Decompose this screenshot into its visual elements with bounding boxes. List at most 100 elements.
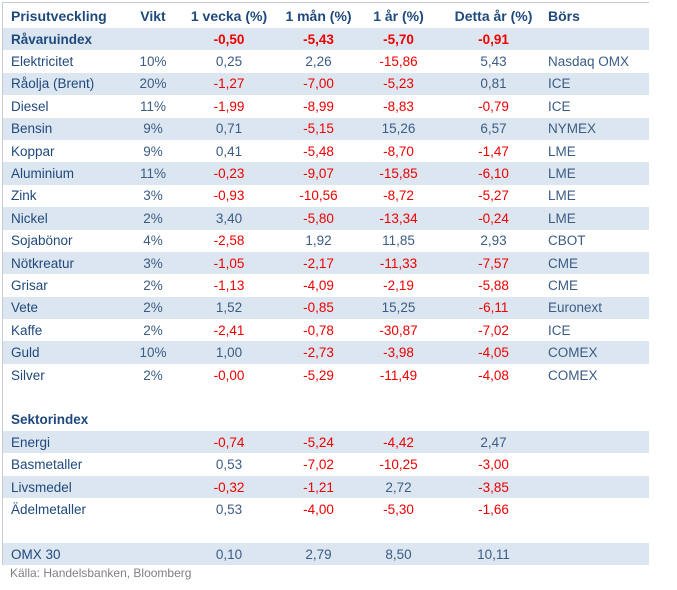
cell-value: 15,25 [381,300,416,316]
cell-value: -1,05 [213,255,245,271]
cell-value: -8,72 [383,188,414,204]
cell-value: -0,78 [303,322,334,338]
cell-value: 8,50 [385,546,412,562]
cell-weight: 9% [143,121,163,137]
cell-value: -0,79 [478,98,509,114]
table-row: Aluminium 11% -0,23 -9,07 -15,85 -6,10 LME [3,162,649,185]
row-label: Diesel [11,98,49,114]
table-row: OMX 30 0,10 2,79 8,50 10,11 [3,542,649,566]
spacer-row [3,521,649,543]
cell-value: -15,86 [379,54,418,70]
row-label: Livsmedel [11,479,72,495]
cell-value: 10,11 [477,546,510,562]
cell-value: -1,21 [303,479,334,495]
row-label: Energi [11,434,51,450]
cell-value: -5,30 [383,501,414,517]
cell-value: -5,80 [303,210,334,226]
cell-value: -5,70 [383,31,414,47]
row-label: OMX 30 [11,546,61,562]
cell-value: -1,13 [213,277,245,293]
cell-value: -3,85 [478,479,509,495]
row-label: Vete [11,300,39,316]
column-header-detta-ar: Detta år (%) [454,7,533,24]
row-label: Zink [11,188,37,204]
table-row: Råvaruindex -0,50 -5,43 -5,70 -0,91 [3,28,649,51]
cell-value: -4,00 [303,501,334,517]
cell-value: 0,81 [480,76,507,92]
row-label: Råolja (Brent) [11,76,95,92]
cell-value: -3,00 [478,457,509,473]
cell-value: -4,08 [478,367,509,383]
cell-value: -2,19 [383,277,414,293]
cell-value: -1,27 [213,76,245,92]
cell-value: -3,98 [383,345,414,361]
row-label: Basmetaller [11,457,83,473]
column-header-1-vecka: 1 vecka (%) [190,7,268,24]
cell-value: -7,00 [303,76,334,92]
cell-value: -7,02 [303,457,334,473]
row-label: Grisar [11,277,48,293]
cell-value: -5,27 [478,188,509,204]
cell-value: -8,70 [383,143,414,159]
cell-exchange: CME [548,255,578,271]
cell-value: -2,17 [303,255,334,271]
cell-value: -1,66 [478,501,509,517]
cell-exchange: LME [548,143,576,159]
cell-weight: 11% [139,166,167,182]
row-label: Silver [11,367,45,383]
row-label: Sojabönor [11,233,73,249]
table-row: Livsmedel -0,32 -1,21 2,72 -3,85 [3,475,649,499]
cell-value: 1,00 [215,345,243,361]
cell-value: -5,88 [478,277,509,293]
table-header-row: Prisutveckling Vikt 1 vecka (%) 1 mån (%… [3,3,649,28]
cell-exchange: ICE [548,98,571,114]
cell-value: -10,56 [299,188,338,204]
cell-value: -5,43 [303,31,334,47]
cell-value: -1,47 [478,143,509,159]
cell-value: -0,93 [213,188,245,204]
cell-value: -4,05 [478,345,509,361]
cell-exchange: COMEX [548,367,598,383]
table-row: Sektorindex [3,409,649,431]
cell-value: -7,02 [478,322,509,338]
table-row: Elektricitet 10% 0,25 2,26 -15,86 5,43 Nasdaq … [3,50,649,72]
cell-value: -6,11 [478,300,509,316]
cell-value: -6,10 [478,166,509,182]
cell-exchange: ICE [548,76,571,92]
row-label: Råvaruindex [11,31,93,47]
cell-value: 1,52 [215,300,243,316]
cell-weight: 3% [143,188,163,204]
cell-value: -0,74 [213,434,245,450]
cell-value: 1,92 [305,233,332,249]
cell-value: 2,93 [480,233,507,249]
table-row: Kaffe 2% -2,41 -0,78 -30,87 -7,02 ICE [3,319,649,341]
cell-value: -0,23 [213,166,245,182]
cell-exchange: LME [548,210,576,226]
table-row: Koppar 9% 0,41 -5,48 -8,70 -1,47 LME [3,140,649,162]
cell-value: 0,25 [215,54,243,70]
row-label: Guld [11,345,40,361]
cell-weight: 2% [143,300,163,316]
source-note: Källa: Handelsbanken, Bloomberg [10,566,192,580]
cell-value: -8,83 [383,98,414,114]
cell-value: 3,40 [215,210,243,226]
row-label: Sektorindex [11,412,89,428]
cell-value: -4,42 [383,434,414,450]
table-row: Basmetaller 0,53 -7,02 -10,25 -3,00 [3,453,649,475]
cell-value: 0,71 [215,121,243,137]
cell-value: 0,41 [215,143,243,159]
cell-exchange: NYMEX [548,121,597,137]
cell-exchange: CME [548,277,578,293]
cell-exchange: ICE [548,322,571,338]
cell-value: -10,25 [379,457,418,473]
cell-weight: 2% [143,367,163,383]
cell-value: -30,87 [379,322,418,338]
cell-value: -0,50 [213,31,245,47]
table-row: Grisar 2% -1,13 -4,09 -2,19 -5,88 CME [3,274,649,296]
cell-value: -11,49 [379,367,418,383]
cell-value: -0,32 [213,479,245,495]
table-row: Energi -0,74 -5,24 -4,42 2,47 [3,431,649,454]
row-label: Ädelmetaller [11,501,87,517]
cell-value: -2,73 [303,345,334,361]
cell-value: 15,26 [381,121,416,137]
